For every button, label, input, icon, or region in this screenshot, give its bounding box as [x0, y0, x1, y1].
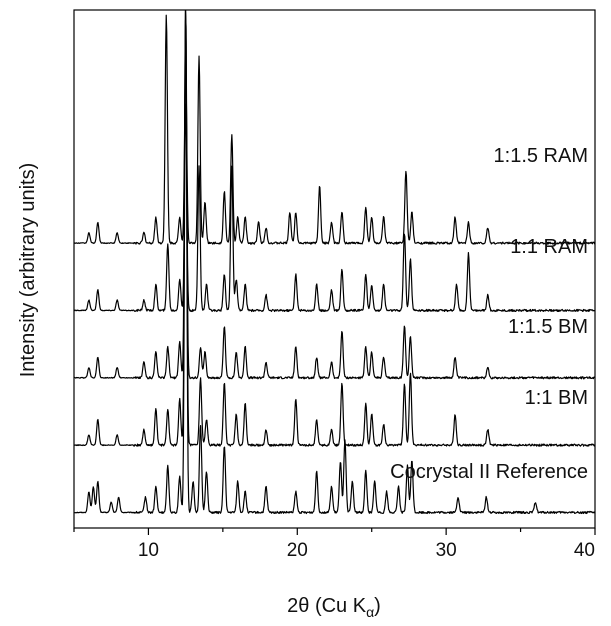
series-line-1-1-5-ram	[74, 14, 595, 245]
x-tick-label: 20	[287, 540, 308, 561]
x-axis-title: 2θ (Cu Kα)	[287, 595, 381, 620]
series-label: 1:1.5 BM	[508, 316, 588, 338]
y-axis-title: Intensity (arbitrary units)	[17, 163, 39, 378]
traces-layer	[74, 10, 595, 515]
series-label: 1:1 BM	[525, 387, 588, 409]
labels-layer: Cocrystal II Reference 1:1 BM 1:1.5 BM 1:1 …	[390, 145, 588, 483]
series-line-1-1-bm	[74, 10, 595, 447]
x-ticks-layer: 10 20 30 40	[73, 528, 596, 561]
series-label: Cocrystal II Reference	[390, 461, 588, 483]
series-line-1-1-ram	[74, 103, 595, 313]
series-line-cocrystal-ii-reference	[74, 19, 595, 515]
series-label: 1:1.5 RAM	[494, 145, 588, 167]
series-label: 1:1 RAM	[510, 236, 588, 258]
series-line-1-1-5-bm	[74, 10, 595, 380]
plot-frame	[73, 9, 596, 529]
x-tick-label: 40	[574, 540, 595, 561]
x-tick-label: 30	[436, 540, 457, 561]
x-tick-label: 10	[138, 540, 159, 561]
x-axis-title-close: )	[374, 595, 381, 617]
x-axis-title-sub: α	[366, 604, 374, 620]
